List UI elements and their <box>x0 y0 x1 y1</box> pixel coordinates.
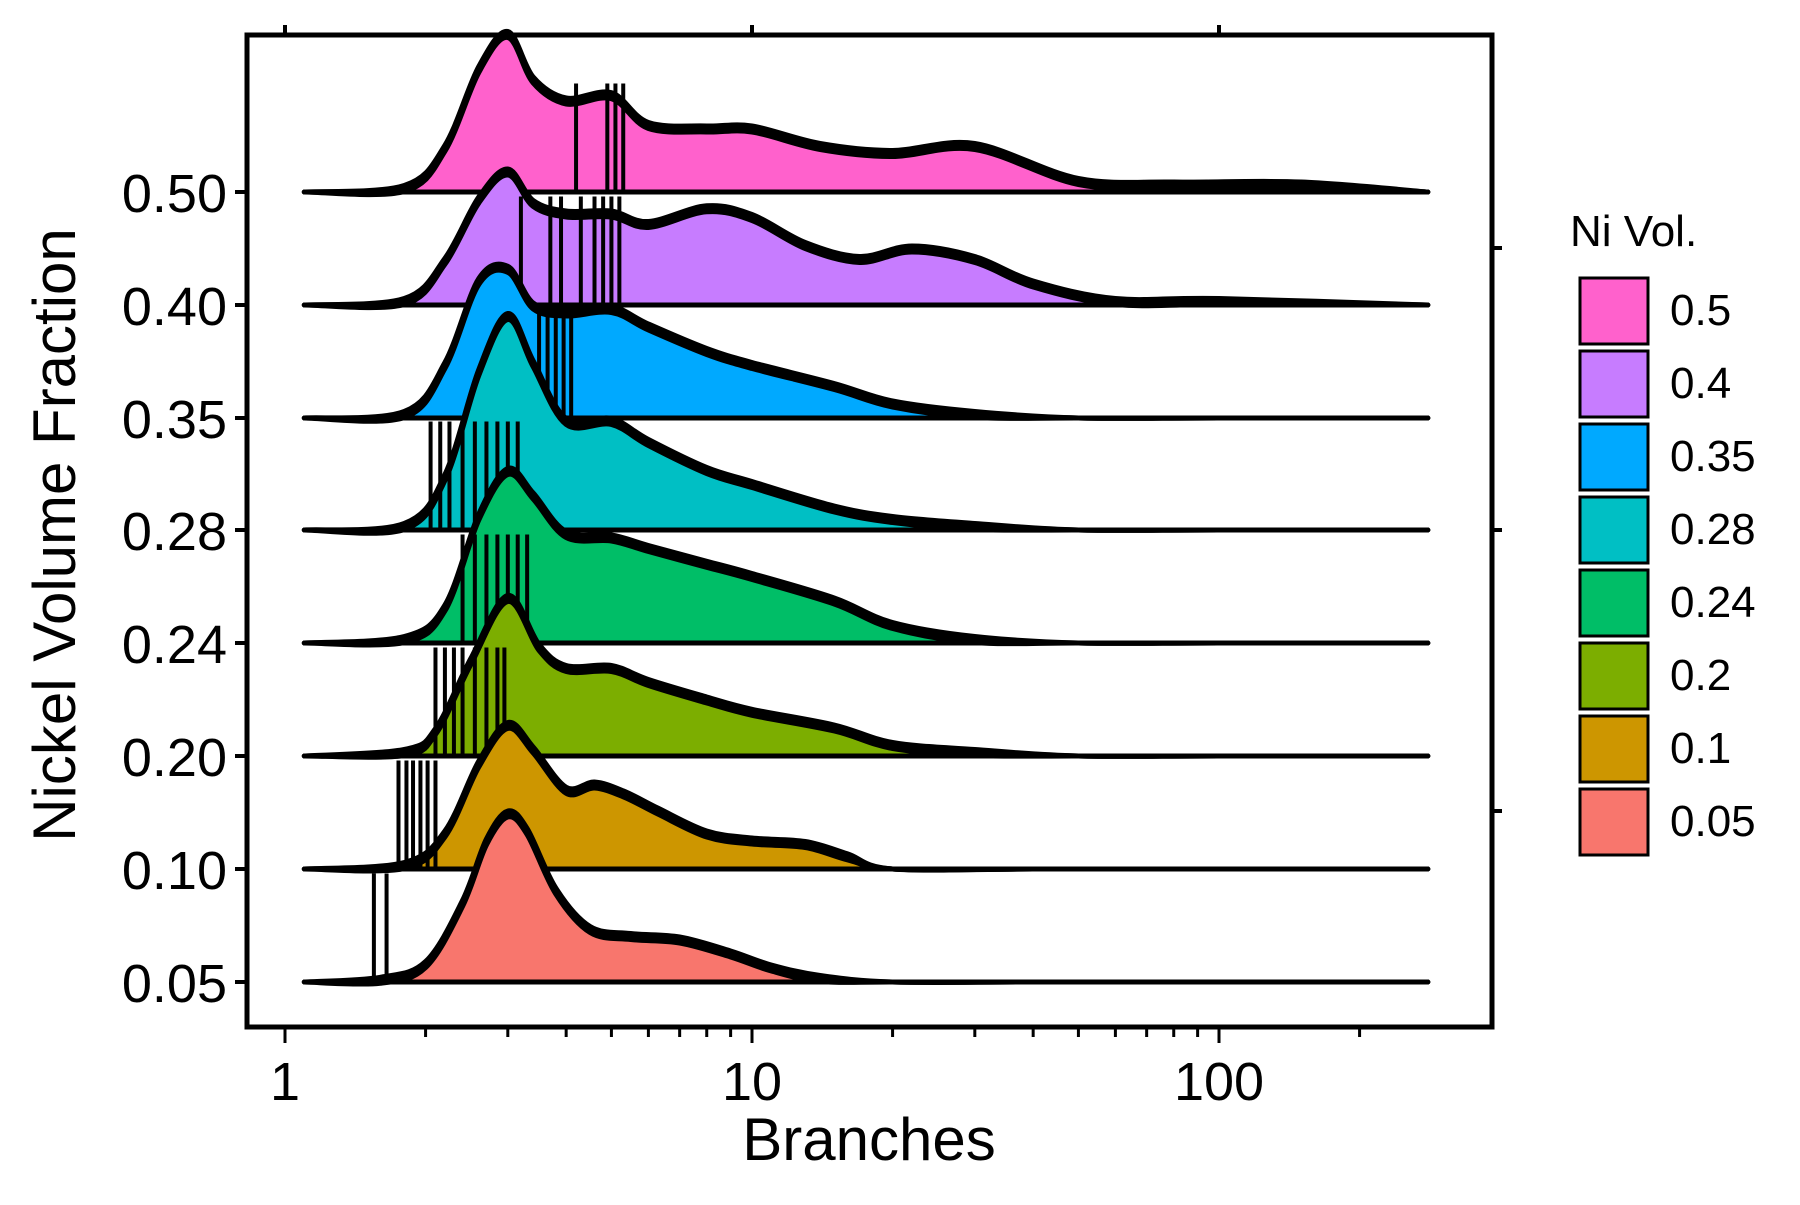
legend-items: 0.5 0.4 0.35 0.28 0.24 0.2 0.1 0.05 <box>1578 276 1756 857</box>
ridge-fill <box>304 171 1428 306</box>
y-axis-ticks: 0.05 0.10 0.20 0.24 0.28 0.35 0.40 0.50 <box>122 164 247 1014</box>
y-tick-label: 0.50 <box>122 164 227 224</box>
y-tick-label: 0.05 <box>122 954 227 1014</box>
legend-label: 0.05 <box>1670 797 1756 846</box>
ridge-layer <box>301 29 1431 987</box>
legend-swatch <box>1578 714 1650 784</box>
legend-label: 0.5 <box>1670 286 1731 335</box>
y-tick-label: 0.35 <box>122 390 227 450</box>
ridge-fill <box>304 34 1428 193</box>
y-tick-label: 0.10 <box>122 841 227 901</box>
legend-label: 0.1 <box>1670 724 1731 773</box>
x-axis-ticks: 1 10 100 <box>270 25 1362 1112</box>
ridge-fill <box>304 267 1428 420</box>
legend-label: 0.2 <box>1670 651 1731 700</box>
ridge-fill <box>304 471 1428 644</box>
legend-title: Ni Vol. <box>1570 207 1697 256</box>
x-tick-label: 10 <box>722 1052 782 1112</box>
legend-label: 0.35 <box>1670 432 1756 481</box>
ridge-outline <box>301 172 1431 311</box>
ridge-fill <box>304 316 1428 532</box>
legend-swatch <box>1578 568 1650 638</box>
legend-label: 0.24 <box>1670 578 1756 627</box>
ridge-0.5 <box>301 29 1431 198</box>
y-tick-label: 0.40 <box>122 277 227 337</box>
x-tick-label: 1 <box>270 1052 300 1112</box>
legend-label: 0.28 <box>1670 505 1756 554</box>
legend-swatch <box>1578 349 1650 419</box>
legend-swatch <box>1578 495 1650 565</box>
legend-swatch <box>1578 422 1650 492</box>
ridge-fill <box>304 598 1428 757</box>
legend-swatch <box>1578 641 1650 711</box>
ridge-0.1 <box>301 719 1431 874</box>
ridge-fill <box>304 725 1428 870</box>
legend-swatch <box>1578 787 1650 857</box>
legend-swatch <box>1578 276 1650 346</box>
x-axis-title: Branches <box>742 1106 995 1173</box>
y-axis-title: Nickel Volume Fraction <box>21 228 88 842</box>
y-tick-label: 0.28 <box>122 502 227 562</box>
ridge-fill <box>304 813 1428 983</box>
ridge-outline <box>301 35 1431 198</box>
right-axis-ticks <box>1492 246 1502 813</box>
ridge-0.05 <box>301 808 1431 987</box>
legend-label: 0.4 <box>1670 359 1731 408</box>
legend: Ni Vol. 0.5 0.4 0.35 0.28 0.24 0.2 0.1 0.05 <box>1570 207 1756 857</box>
y-tick-label: 0.20 <box>122 728 227 788</box>
x-tick-label: 100 <box>1174 1052 1264 1112</box>
y-tick-label: 0.24 <box>122 615 227 675</box>
